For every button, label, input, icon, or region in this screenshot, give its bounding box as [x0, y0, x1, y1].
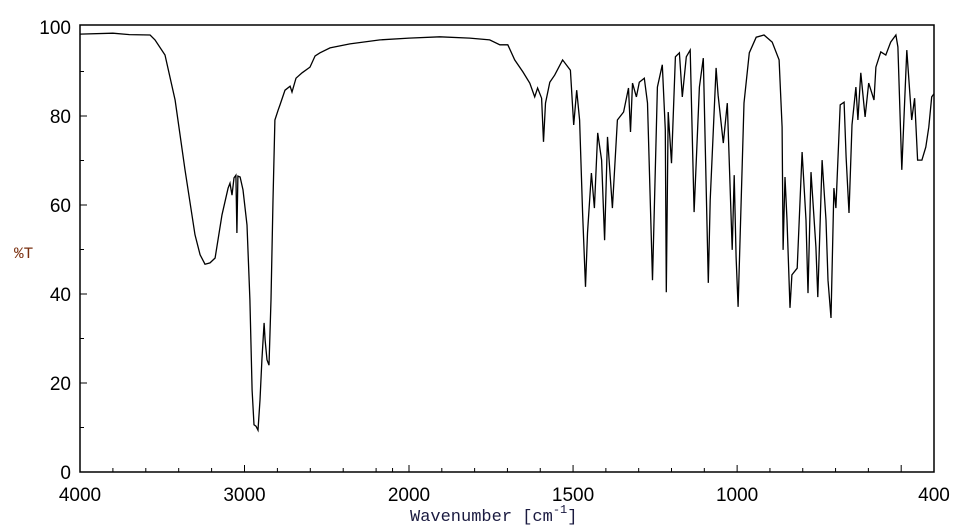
y-tick-label: 40 [50, 285, 71, 306]
y-tick-label: 60 [50, 196, 71, 217]
x-tick-labels: 4000 3000 2000 1500 1000 400 [59, 485, 950, 506]
y-tick-labels: 0 20 40 60 80 100 [39, 18, 71, 484]
plot-frame [79, 24, 935, 473]
y-axis-title: %T [14, 245, 33, 263]
axis-ticks [79, 71, 935, 472]
y-tick-label: 80 [50, 107, 71, 128]
x-axis-title-main: Wavenumber [cm [410, 508, 553, 527]
x-axis-title-close: ] [567, 508, 577, 527]
spectrum-line [79, 32, 935, 433]
x-axis-title: Wavenumber [cm-1] [410, 503, 577, 527]
y-tick-label: 100 [39, 18, 71, 39]
x-tick-label: 400 [918, 485, 950, 506]
x-tick-label: 2000 [388, 485, 430, 506]
x-tick-label: 1000 [716, 485, 758, 506]
x-tick-label: 3000 [223, 485, 265, 506]
x-axis-title-superscript: -1 [553, 503, 567, 517]
y-tick-label: 0 [60, 463, 71, 484]
y-tick-label: 20 [50, 374, 71, 395]
x-tick-label: 4000 [59, 485, 101, 506]
x-tick-label: 1500 [552, 485, 594, 506]
